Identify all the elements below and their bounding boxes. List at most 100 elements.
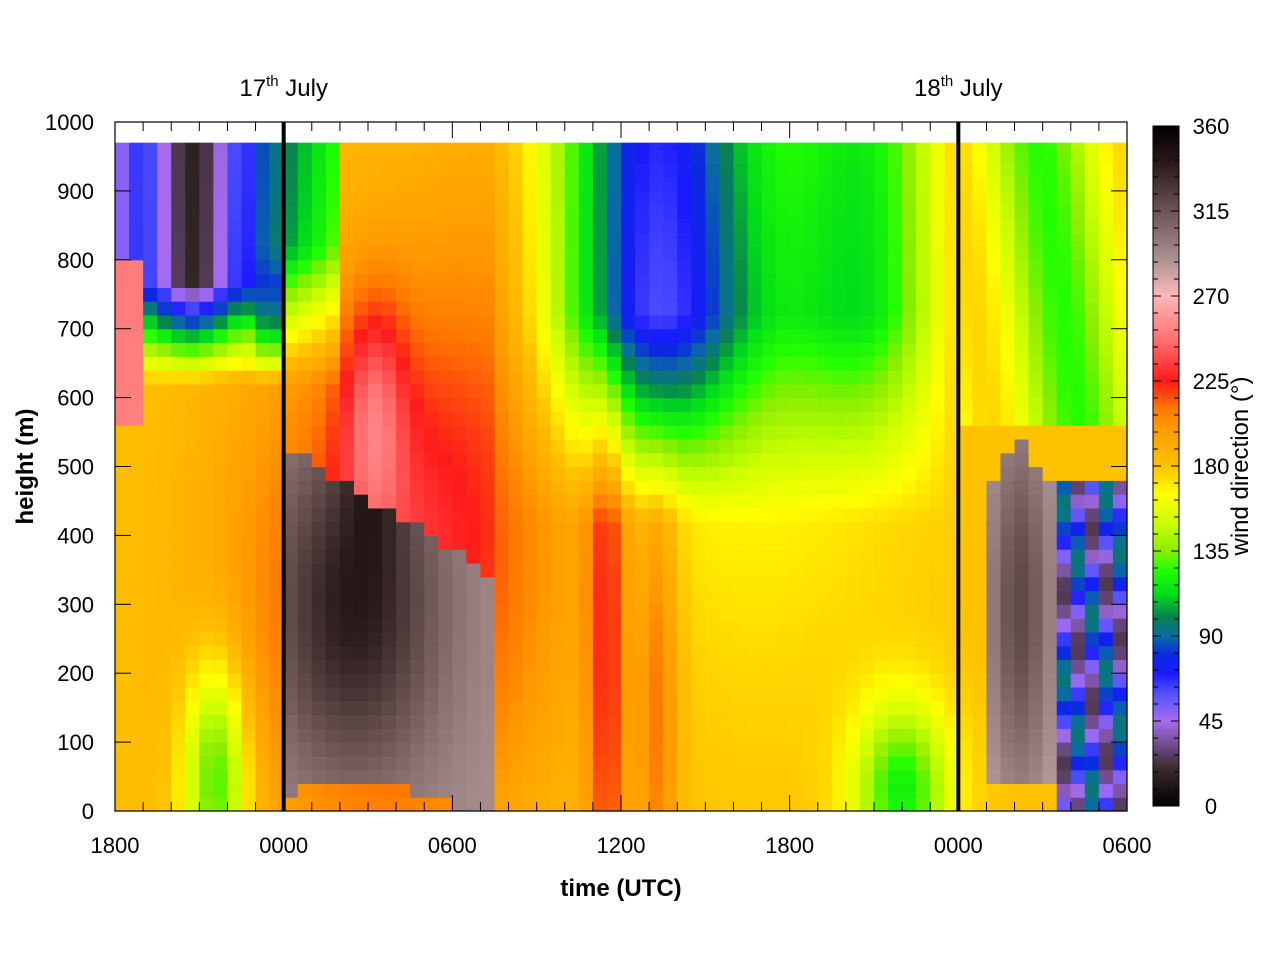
heatmap-cell — [115, 259, 130, 275]
heatmap-cell — [859, 535, 875, 550]
heatmap-cell — [536, 383, 552, 399]
heatmap-cell — [508, 535, 524, 550]
heatmap-cell — [480, 204, 496, 220]
heatmap-cell — [480, 645, 496, 661]
heatmap-cell — [424, 301, 439, 316]
heatmap-cell — [775, 246, 791, 261]
heatmap-cell — [705, 328, 720, 344]
heatmap-cell — [775, 328, 791, 344]
heatmap-cell — [382, 507, 397, 523]
heatmap-cell — [382, 755, 397, 771]
heatmap-cell — [550, 521, 566, 536]
heatmap-cell — [227, 535, 243, 550]
heatmap-cell — [888, 232, 903, 247]
heatmap-cell — [916, 259, 931, 275]
heatmap-cell — [747, 755, 763, 771]
heatmap-cell — [972, 590, 988, 605]
heatmap-cell — [550, 466, 566, 481]
heatmap-cell — [325, 438, 341, 454]
heatmap-cell — [241, 149, 257, 164]
heatmap-cell — [831, 631, 847, 647]
heatmap-cell — [508, 301, 524, 316]
heatmap-cell — [916, 645, 931, 661]
heatmap-cell — [635, 438, 650, 454]
heatmap-cell — [241, 342, 257, 357]
heatmap-cell — [1014, 700, 1030, 716]
heatmap-cell — [691, 769, 706, 785]
heatmap-cell — [115, 273, 130, 288]
heatmap-cell — [311, 356, 327, 371]
heatmap-cell — [649, 783, 664, 798]
heatmap-cell — [508, 142, 524, 151]
heatmap-cell — [859, 452, 875, 468]
heatmap-cell — [733, 301, 749, 316]
heatmap-cell — [1056, 232, 1072, 247]
heatmap-cell — [902, 232, 917, 247]
heatmap-cell — [550, 535, 566, 550]
heatmap-cell — [1056, 700, 1072, 716]
heatmap-cell — [241, 742, 257, 757]
heatmap-cell — [831, 686, 847, 702]
y-tick-label: 900 — [57, 179, 94, 204]
heatmap-cell — [283, 425, 299, 440]
heatmap-cell — [157, 370, 172, 385]
heatmap-cell — [761, 604, 777, 619]
heatmap-cell — [311, 686, 327, 702]
heatmap-cell — [930, 645, 945, 661]
heatmap-cell — [480, 631, 496, 647]
heatmap-cell — [564, 783, 580, 798]
heatmap-cell — [635, 397, 650, 412]
heatmap-cell — [719, 259, 735, 275]
heatmap-cell — [522, 411, 538, 426]
heatmap-cell — [1084, 397, 1100, 412]
heatmap-cell — [902, 383, 917, 399]
heatmap-cell — [297, 535, 313, 550]
heatmap-cell — [1028, 507, 1044, 523]
heatmap-cell — [466, 142, 482, 151]
heatmap-cell — [410, 700, 425, 716]
heatmap-cell — [677, 604, 692, 619]
heatmap-cell — [930, 728, 945, 743]
heatmap-cell — [606, 452, 622, 468]
heatmap-cell — [733, 425, 749, 440]
heatmap-cell — [157, 163, 172, 178]
heatmap-cell — [944, 438, 959, 454]
heatmap-cell — [466, 287, 482, 302]
heatmap-cell — [972, 438, 988, 454]
heatmap-cell — [396, 549, 411, 564]
heatmap-cell — [185, 769, 200, 785]
heatmap-cell — [213, 273, 229, 288]
heatmap-cell — [536, 521, 552, 536]
heatmap-cell — [649, 645, 664, 661]
heatmap-cell — [958, 576, 973, 592]
heatmap-cell — [958, 728, 973, 743]
heatmap-cell — [129, 714, 144, 729]
heatmap-cell — [339, 659, 355, 674]
heatmap-cell — [635, 301, 650, 316]
heatmap-cell — [930, 259, 945, 275]
heatmap-cell — [986, 507, 1002, 523]
heatmap-cell — [719, 480, 735, 495]
heatmap-cell — [691, 480, 706, 495]
heatmap-cell — [255, 480, 271, 495]
heatmap-cell — [339, 287, 355, 302]
heatmap-cell — [297, 142, 313, 151]
heatmap-cell — [874, 755, 889, 771]
heatmap-cell — [1112, 314, 1128, 330]
heatmap-cell — [916, 246, 931, 261]
heatmap-cell — [396, 314, 411, 330]
heatmap-cell — [944, 259, 959, 275]
heatmap-cell — [578, 742, 594, 757]
heatmap-cell — [1098, 190, 1114, 206]
heatmap-cell — [143, 218, 158, 233]
heatmap-cell — [522, 397, 538, 412]
heatmap-cell — [297, 673, 313, 688]
heatmap-cell — [775, 397, 791, 412]
heatmap-cell — [550, 425, 566, 440]
heatmap-cell — [550, 370, 566, 385]
heatmap-cell — [522, 232, 538, 247]
heatmap-cell — [705, 246, 720, 261]
heatmap-cell — [213, 755, 229, 771]
heatmap-cell — [115, 631, 130, 647]
heatmap-cell — [241, 673, 257, 688]
